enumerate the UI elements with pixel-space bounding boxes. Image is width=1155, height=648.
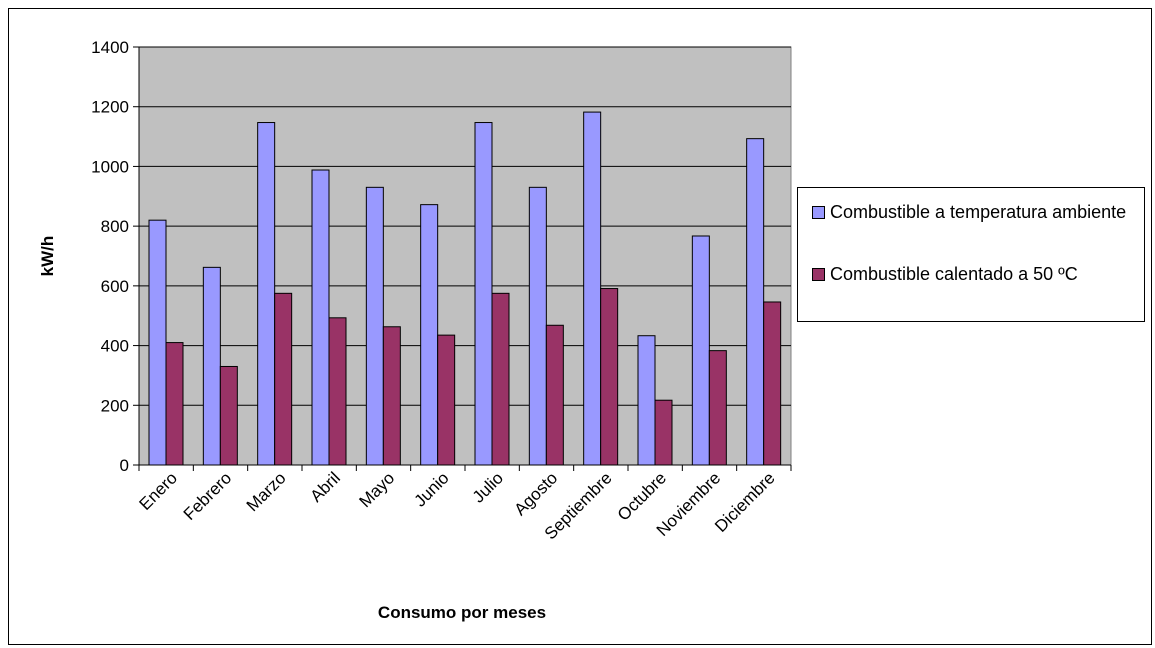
bar-ambiente-enero xyxy=(148,219,167,466)
legend-item-series-1: Combustible a temperatura ambiente xyxy=(812,200,1130,225)
bar-calentado-marzo xyxy=(274,292,293,466)
y-tick-label: 600 xyxy=(101,277,129,296)
legend-label-series-2: Combustible calentado a 50 ºC xyxy=(830,264,1078,284)
x-tick-label: Octubre xyxy=(614,468,670,524)
chart-frame: 0 200 400 600 800 1000 1200 1400 Enero Febrero Ma… xyxy=(8,8,1152,645)
legend-swatch-series-1 xyxy=(812,206,825,219)
legend: Combustible a temperatura ambiente Combu… xyxy=(797,187,1145,322)
y-tick-label: 1000 xyxy=(91,157,129,176)
y-tick-label: 400 xyxy=(101,337,129,356)
bar-ambiente-octubre xyxy=(637,335,656,466)
axes xyxy=(133,46,792,471)
bar-calentado-enero xyxy=(165,342,184,466)
bar-calentado-diciembre xyxy=(763,301,782,466)
x-tick-label: Diciembre xyxy=(711,468,779,536)
legend-label-series-1: Combustible a temperatura ambiente xyxy=(830,202,1127,222)
bar-ambiente-diciembre xyxy=(746,138,765,466)
bar-calentado-abril xyxy=(328,317,347,466)
bar-calentado-septiembre xyxy=(600,288,619,466)
y-tick-label: 1400 xyxy=(91,38,129,57)
bar-ambiente-junio xyxy=(420,204,439,466)
bar-ambiente-febrero xyxy=(202,266,221,466)
bar-calentado-mayo xyxy=(382,326,401,466)
bar-ambiente-noviembre xyxy=(691,235,710,466)
bar-calentado-agosto xyxy=(545,324,564,466)
x-tick-label: Marzo xyxy=(243,468,290,515)
x-tick-label: Agosto xyxy=(510,468,561,519)
x-tick-label: Julio xyxy=(469,468,507,506)
bar-ambiente-abril xyxy=(311,169,330,466)
bar-ambiente-julio xyxy=(474,122,493,466)
bar-calentado-febrero xyxy=(219,365,238,466)
bar-ambiente-marzo xyxy=(257,122,276,466)
x-tick-label: Abril xyxy=(307,468,344,505)
y-tick-labels: 0 200 400 600 800 1000 1200 1400 xyxy=(91,38,129,475)
bar-ambiente-agosto xyxy=(528,186,547,466)
x-axis-title: Consumo por meses xyxy=(378,603,546,622)
bars xyxy=(148,111,782,466)
y-axis-title: kW/h xyxy=(38,236,57,277)
y-tick-label: 1200 xyxy=(91,98,129,117)
y-tick-label: 800 xyxy=(101,217,129,236)
bar-calentado-junio xyxy=(437,334,456,466)
y-tick-label: 200 xyxy=(101,396,129,415)
plot-area xyxy=(138,46,792,466)
x-tick-label: Mayo xyxy=(355,468,398,511)
bar-calentado-noviembre xyxy=(708,350,727,466)
bar-calentado-julio xyxy=(491,292,510,466)
gridlines xyxy=(139,46,791,406)
bar-calentado-octubre xyxy=(654,399,673,466)
legend-swatch-series-2 xyxy=(812,268,825,281)
x-tick-label: Febrero xyxy=(180,468,236,524)
y-tick-label: 0 xyxy=(120,456,129,475)
legend-item-series-2: Combustible calentado a 50 ºC xyxy=(812,262,1130,287)
bar-ambiente-mayo xyxy=(365,186,384,466)
x-tick-label: Enero xyxy=(135,468,181,514)
bar-ambiente-septiembre xyxy=(583,111,602,466)
x-tick-label: Junio xyxy=(410,468,452,510)
